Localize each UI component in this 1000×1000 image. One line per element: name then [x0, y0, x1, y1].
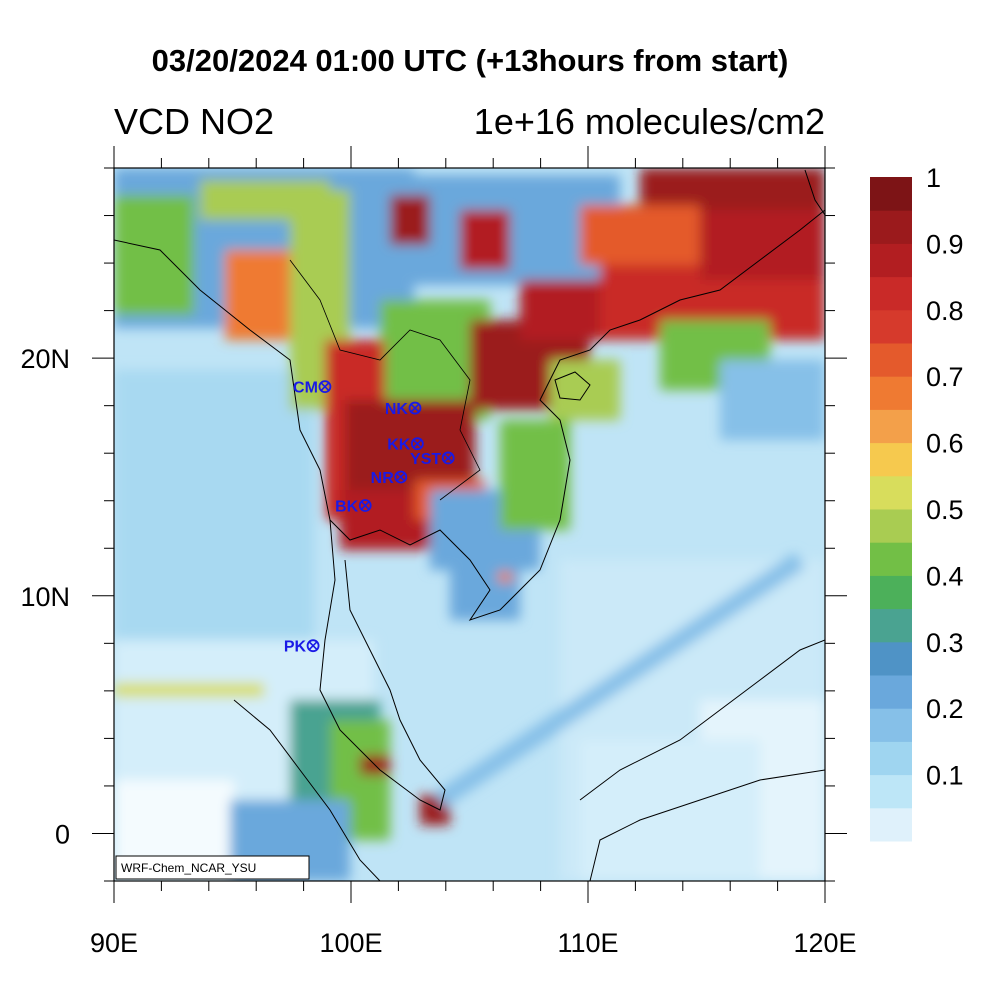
field-patch [390, 195, 430, 245]
map-ticks: 90E 100E 110E 120E 0 10N 20N [20, 146, 857, 958]
station-kk: KK [387, 437, 424, 454]
colorbar-swatch [870, 807, 912, 842]
colorbar-swatch [870, 542, 912, 576]
colorbar-swatch [870, 177, 912, 211]
field-patch [114, 683, 264, 697]
station-label: KK [387, 437, 411, 454]
colorbar-swatch [870, 276, 912, 311]
station-label: YST [410, 451, 441, 468]
coastline-taiwan-edge [804, 169, 825, 216]
field-patch [460, 210, 510, 270]
colorbar-swatch [870, 774, 912, 809]
station-marker-icon [394, 470, 408, 484]
lon-tick-label: 110E [557, 928, 618, 958]
colorbar-label: 0.1 [926, 761, 964, 791]
figure-title: 03/20/2024 01:00 UTC (+13hours from star… [152, 43, 789, 78]
field-patch [720, 360, 825, 440]
station-cross [360, 500, 370, 511]
station-cross [410, 403, 420, 413]
colorbar-label: 0.2 [926, 694, 964, 724]
colorbar-swatch [870, 210, 912, 244]
station-label: CM [293, 380, 318, 397]
station-label: BK [335, 498, 359, 515]
station-marker-icon [358, 499, 372, 512]
coastlines [114, 169, 825, 881]
border-lines [289, 259, 481, 501]
units-label: 1e+16 molecules/cm2 [474, 101, 825, 142]
colorbar-label: 1 [926, 163, 941, 193]
colorbar-swatch [870, 608, 912, 643]
field-patch [700, 210, 825, 280]
station-marker-icon [318, 380, 332, 394]
station-marker-icon [306, 639, 320, 653]
station-cross [308, 641, 318, 651]
station-cross [396, 472, 406, 482]
map-frame [113, 167, 826, 882]
station-cross [412, 439, 422, 449]
field-patch [498, 572, 512, 582]
field-patch [114, 370, 314, 640]
field-patch [114, 195, 194, 315]
station-cross [443, 453, 453, 463]
colorbar-swatch [870, 442, 912, 477]
colorbar-swatch [870, 409, 912, 444]
colorbar-label: 0.8 [926, 296, 964, 326]
station-marker-icon [410, 437, 424, 451]
colorbar-label: 0.3 [926, 628, 964, 658]
station-marker-icon [441, 451, 455, 465]
model-credit: WRF-Chem_NCAR_YSU [121, 861, 256, 875]
colorbar-swatch [870, 741, 912, 776]
field-patch [435, 552, 805, 808]
coastline-borneo [579, 639, 825, 801]
credit-box-frame [115, 855, 310, 880]
coastline-peninsula [319, 519, 446, 811]
colorbar: 1 0.9 0.8 0.7 0.6 0.5 0.4 0.3 0.2 0.1 [870, 163, 964, 842]
station-label: NR [371, 470, 395, 487]
lon-tick-label: 100E [319, 928, 382, 958]
colorbar-swatch [870, 343, 912, 377]
colorbar-label: 0.5 [926, 495, 964, 525]
colorbar-label: 0.4 [926, 561, 964, 591]
field-patch [550, 360, 620, 420]
colorbar-swatch [870, 309, 912, 344]
colorbar-swatch [870, 509, 912, 543]
station-yst: YST [410, 451, 455, 468]
colorbar-swatch [870, 708, 912, 742]
coastline-sumatra [233, 699, 381, 881]
station-cm: CM [293, 380, 332, 397]
field-patch [500, 420, 570, 530]
colorbar-swatch [870, 675, 912, 709]
colorbar-swatch [870, 243, 912, 278]
credit-box: WRF-Chem_NCAR_YSU [115, 855, 310, 880]
coastline-mainland [114, 209, 825, 621]
station-label: NK [385, 401, 409, 418]
colorbar-label: 0.6 [926, 429, 964, 459]
station-bk: BK [335, 498, 372, 515]
lon-tick-label: 120E [793, 928, 856, 958]
station-cross [320, 382, 330, 392]
colorbar-swatch [870, 575, 912, 610]
lon-tick-label: 90E [90, 928, 138, 958]
variable-label: VCD NO2 [114, 101, 274, 142]
coastline-hainan [554, 371, 591, 401]
station-pk: PK [284, 639, 320, 656]
colorbar-swatch [870, 641, 912, 676]
colorbar-swatch [870, 376, 912, 410]
lat-tick-label: 0 [55, 819, 70, 849]
station-nk: NK [385, 401, 422, 418]
colorbar-swatch [870, 475, 912, 510]
coastline-borneo-south [589, 769, 825, 881]
field-patch [580, 205, 700, 265]
colorbar-label: 0.7 [926, 362, 964, 392]
lat-tick-label: 10N [20, 582, 70, 612]
station-nr: NR [371, 470, 408, 487]
lat-tick-label: 20N [20, 344, 70, 374]
colorbar-label: 0.9 [926, 229, 964, 259]
station-marker-icon [408, 401, 422, 415]
no2-field [114, 168, 825, 881]
station-label: PK [284, 639, 307, 656]
